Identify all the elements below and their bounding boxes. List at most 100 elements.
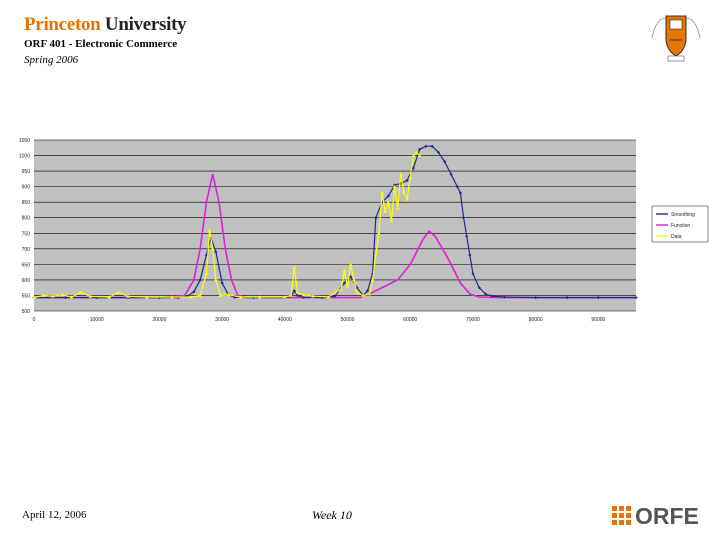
data-point [596,296,600,300]
data-point [386,200,391,204]
data-point [402,191,406,195]
data-point [458,191,463,195]
x-tick-label: 80000 [529,317,543,323]
y-tick-label: 900 [22,185,31,191]
course-title: ORF 401 - Electronic Commerce [24,38,178,50]
data-point [461,216,466,220]
data-point [239,295,243,299]
data-point [51,294,55,298]
y-tick-label: 500 [22,309,31,315]
data-point [32,295,36,300]
data-point [207,228,212,232]
data-point [63,296,67,300]
y-tick-label: 650 [22,262,31,268]
data-point [60,293,65,297]
data-point [333,294,337,298]
data-point [226,293,231,297]
data-point [386,194,390,198]
x-tick-label: 60000 [403,317,417,323]
data-point [414,150,419,154]
data-point [145,295,149,299]
y-tick-label: 750 [22,231,31,237]
data-point [361,293,366,297]
data-point [383,209,387,213]
data-point [295,290,300,294]
data-point [408,175,413,179]
data-point [292,289,296,293]
university-name-part2: University [104,14,187,35]
y-tick-label: 700 [22,247,31,253]
series-line [33,151,421,299]
x-tick-label: 40000 [278,317,292,323]
data-point [188,295,193,299]
data-point [411,166,415,170]
data-point [192,290,196,294]
data-point [342,281,347,285]
data-point [292,265,297,269]
data-point [214,250,218,254]
data-point [295,293,299,298]
data-point [634,296,638,300]
data-point [471,272,475,276]
data-point [79,290,83,294]
data-point [95,296,99,300]
data-point [107,295,112,299]
data-point [389,219,394,223]
data-point [176,296,180,300]
data-point [257,295,262,299]
series-data [32,150,422,300]
data-point [417,153,422,157]
data-point [370,278,375,282]
data-point [170,295,174,299]
data-point [41,293,46,297]
data-point [301,293,306,297]
data-point [342,268,347,272]
footer-date: April 12, 2006 [22,509,87,521]
data-point [534,296,538,300]
data-point [374,216,378,220]
x-tick-label: 50000 [341,317,355,323]
data-point [430,144,434,148]
data-point [405,178,409,183]
x-tick-label: 0 [33,317,36,323]
data-point [449,172,453,176]
data-point [320,296,325,300]
data-point [405,197,409,201]
data-point [468,253,472,257]
data-point [214,278,218,282]
university-logo-text: Princeton University [24,14,187,36]
data-point [424,144,428,148]
data-point [349,275,353,279]
data-point [333,290,337,294]
data-point [418,147,422,151]
data-point [490,294,494,298]
data-point [220,281,224,285]
series-line [34,145,636,299]
data-point [565,296,569,300]
data-point [355,290,359,294]
data-point [198,293,202,297]
series-group [32,144,638,300]
course-term: Spring 2006 [24,54,79,66]
data-point [251,296,256,300]
x-tick-label: 20000 [152,317,166,323]
data-point [218,293,223,297]
data-point [502,295,506,299]
data-point [367,292,372,296]
data-point [302,295,306,299]
y-tick-label: 600 [22,278,31,284]
x-tick-label: 30000 [215,317,229,323]
data-point [210,247,215,251]
data-point [380,191,384,195]
data-point [352,278,356,282]
data-point [88,294,93,298]
data-point [198,278,202,282]
data-point [326,295,331,299]
data-point [116,290,121,294]
data-point [339,287,344,291]
princeton-crest-icon [651,15,701,62]
y-tick-label: 950 [22,169,31,175]
data-point [204,271,209,276]
data-point [455,185,459,189]
data-point [348,262,353,266]
